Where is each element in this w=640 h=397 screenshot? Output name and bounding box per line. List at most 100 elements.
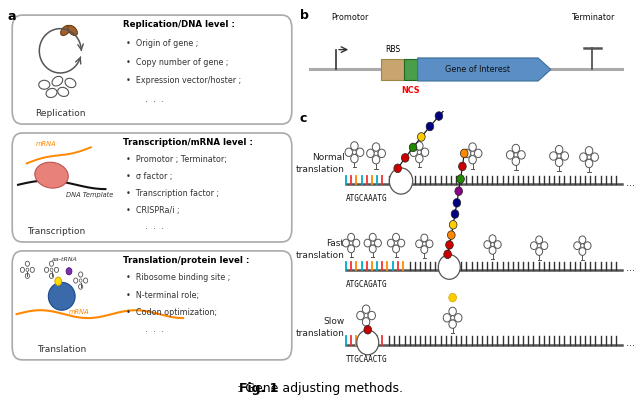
Circle shape xyxy=(20,267,24,272)
Text: •  Expression vector/hoster ;: • Expression vector/hoster ; xyxy=(126,76,241,85)
Circle shape xyxy=(531,242,538,250)
Circle shape xyxy=(494,241,501,249)
Circle shape xyxy=(444,314,451,322)
Circle shape xyxy=(49,274,54,278)
Circle shape xyxy=(74,278,78,283)
Circle shape xyxy=(394,241,397,245)
Circle shape xyxy=(389,168,413,194)
Circle shape xyxy=(541,242,548,250)
Circle shape xyxy=(392,233,399,241)
Circle shape xyxy=(444,101,452,110)
Text: •  Transcription factor ;: • Transcription factor ; xyxy=(126,189,219,198)
Ellipse shape xyxy=(68,25,77,35)
Text: Replication: Replication xyxy=(35,109,86,118)
Circle shape xyxy=(449,293,456,302)
Circle shape xyxy=(514,153,518,157)
Circle shape xyxy=(345,148,353,156)
Text: Translation: Translation xyxy=(37,345,86,354)
Circle shape xyxy=(79,272,83,277)
Circle shape xyxy=(417,150,421,154)
Circle shape xyxy=(422,242,426,246)
Circle shape xyxy=(351,154,358,163)
Circle shape xyxy=(538,244,541,248)
Circle shape xyxy=(372,156,380,164)
FancyBboxPatch shape xyxy=(12,251,292,360)
Text: .  .  .: . . . xyxy=(140,95,164,104)
FancyBboxPatch shape xyxy=(404,59,418,80)
Circle shape xyxy=(457,175,465,183)
Circle shape xyxy=(484,241,491,249)
Circle shape xyxy=(426,240,433,248)
Circle shape xyxy=(409,143,417,152)
Text: ...: ... xyxy=(627,177,636,187)
Circle shape xyxy=(369,245,376,253)
Circle shape xyxy=(362,305,370,313)
Circle shape xyxy=(451,316,454,320)
Text: Replication/DNA level :: Replication/DNA level : xyxy=(123,20,235,29)
Text: ATGCAAATG: ATGCAAATG xyxy=(346,195,388,204)
Circle shape xyxy=(586,159,593,168)
Circle shape xyxy=(353,239,360,247)
Text: •  Origin of gene ;: • Origin of gene ; xyxy=(126,39,198,48)
Circle shape xyxy=(356,148,364,156)
Text: Normal
translation: Normal translation xyxy=(296,153,344,174)
Circle shape xyxy=(372,143,380,151)
Circle shape xyxy=(580,244,584,248)
Circle shape xyxy=(454,314,462,322)
Text: Translation/protein level :: Translation/protein level : xyxy=(123,256,249,265)
Circle shape xyxy=(556,145,563,154)
Text: Promotor: Promotor xyxy=(331,13,369,22)
Circle shape xyxy=(580,153,587,161)
Text: mRNA: mRNA xyxy=(69,309,90,315)
Text: Transcription/mRNA level :: Transcription/mRNA level : xyxy=(123,138,253,147)
Text: ...: ... xyxy=(627,264,636,274)
Circle shape xyxy=(506,151,514,159)
Circle shape xyxy=(459,162,466,171)
Circle shape xyxy=(367,149,374,158)
Text: •  N-terminal role;: • N-terminal role; xyxy=(126,291,199,300)
Circle shape xyxy=(512,145,520,153)
Circle shape xyxy=(356,330,379,355)
Circle shape xyxy=(449,220,457,229)
Circle shape xyxy=(435,112,443,120)
Text: c: c xyxy=(300,112,307,125)
Circle shape xyxy=(455,187,463,195)
Circle shape xyxy=(364,326,372,334)
Circle shape xyxy=(451,210,459,218)
Circle shape xyxy=(449,307,456,316)
Circle shape xyxy=(364,314,368,318)
Text: Transcription: Transcription xyxy=(27,227,85,236)
Circle shape xyxy=(444,250,451,258)
Circle shape xyxy=(371,241,374,245)
Circle shape xyxy=(50,268,53,272)
Circle shape xyxy=(557,154,561,158)
FancyBboxPatch shape xyxy=(12,15,292,124)
Circle shape xyxy=(474,149,482,158)
Circle shape xyxy=(518,151,525,159)
Circle shape xyxy=(26,274,29,278)
Circle shape xyxy=(438,254,460,279)
Text: mRNA: mRNA xyxy=(36,141,56,146)
Text: .  .  .: . . . xyxy=(140,325,164,334)
Circle shape xyxy=(586,146,593,155)
Circle shape xyxy=(579,248,586,255)
Circle shape xyxy=(79,279,82,282)
Circle shape xyxy=(84,278,88,283)
Text: NCS: NCS xyxy=(401,86,420,95)
Circle shape xyxy=(349,241,353,245)
Circle shape xyxy=(348,233,355,241)
Circle shape xyxy=(342,239,349,247)
Circle shape xyxy=(30,267,35,272)
Text: a: a xyxy=(8,10,17,23)
Text: Gene of Interest: Gene of Interest xyxy=(445,65,511,74)
Circle shape xyxy=(489,235,496,243)
Circle shape xyxy=(512,157,520,166)
Circle shape xyxy=(49,261,54,266)
Text: •  Codon optimization;: • Codon optimization; xyxy=(126,308,217,317)
Circle shape xyxy=(417,133,425,141)
Text: TTGCAACTG: TTGCAACTG xyxy=(346,355,388,364)
Circle shape xyxy=(426,122,434,131)
Text: RBS: RBS xyxy=(385,45,400,54)
Circle shape xyxy=(460,149,468,158)
Text: ATGCAGATG: ATGCAGATG xyxy=(346,280,388,289)
